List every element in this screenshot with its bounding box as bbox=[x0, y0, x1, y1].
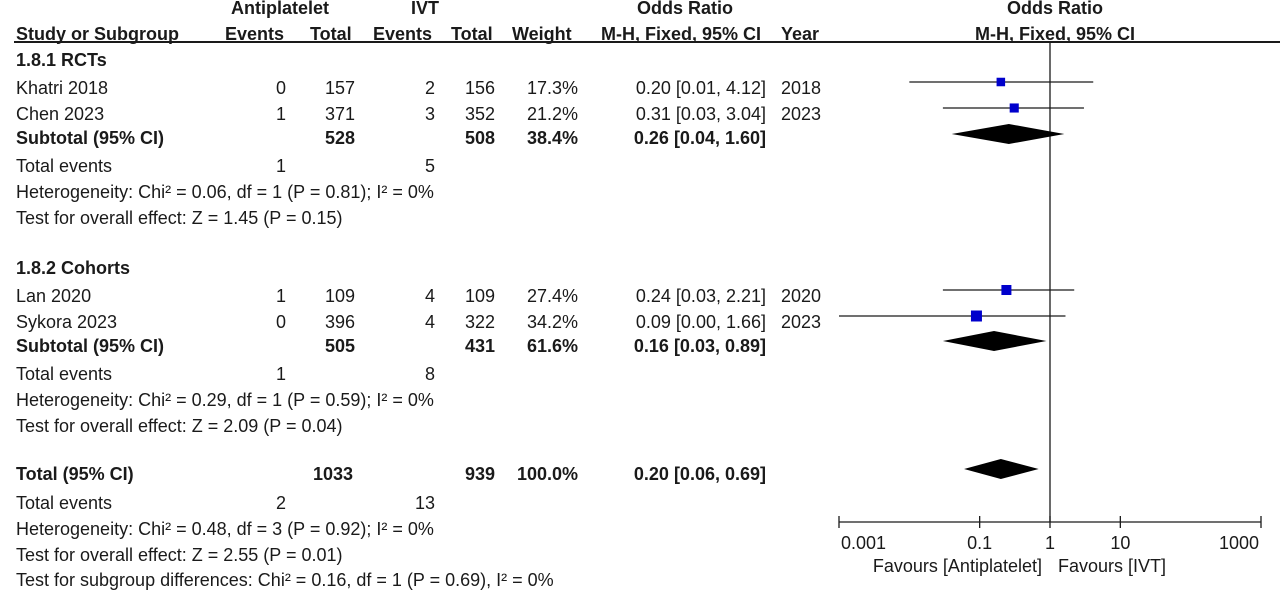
study-tot2: 322 bbox=[464, 312, 495, 332]
study-ev1: 1 bbox=[275, 286, 286, 306]
heterogeneity-text: Heterogeneity: Chi² = 0.06, df = 1 (P = … bbox=[16, 182, 434, 202]
total-tot1: 1033 bbox=[312, 464, 353, 484]
subtotal-tot2: 508 bbox=[464, 128, 495, 148]
study-ci: 0.09 [0.00, 1.66] bbox=[635, 312, 766, 332]
study-ev1: 0 bbox=[275, 78, 286, 98]
study-ev2: 3 bbox=[424, 104, 435, 124]
pooled-diamond bbox=[964, 459, 1039, 479]
study-tot1: 371 bbox=[324, 104, 355, 124]
total-heterogeneity-text: Heterogeneity: Chi² = 0.48, df = 3 (P = … bbox=[16, 519, 434, 539]
study-marker bbox=[996, 77, 1006, 87]
study-tot1: 396 bbox=[324, 312, 355, 332]
subtotal-label: Subtotal (95% CI) bbox=[16, 128, 165, 148]
events2-header: Events bbox=[373, 24, 433, 44]
subtotal-tot1: 505 bbox=[324, 336, 355, 356]
total-tot2: 939 bbox=[464, 464, 495, 484]
events1-header: Events bbox=[225, 24, 285, 44]
grand-total-events-ev1: 2 bbox=[275, 493, 286, 513]
study-year: 2023 bbox=[781, 104, 822, 124]
subtotal-weight: 38.4% bbox=[526, 128, 578, 148]
or-header: Odds Ratio bbox=[636, 0, 733, 18]
subgroup-differences-text: Test for subgroup differences: Chi² = 0.… bbox=[16, 570, 554, 590]
study-ev2: 4 bbox=[424, 312, 435, 332]
study-name: Chen 2023 bbox=[16, 104, 105, 124]
grand-total-events-label: Total events bbox=[16, 493, 113, 513]
group2-header: IVT bbox=[410, 0, 439, 18]
study-ev1: 0 bbox=[275, 312, 286, 332]
study-column-header: Study or Subgroup bbox=[16, 24, 179, 44]
grand-total-events-ev2: 13 bbox=[414, 493, 435, 513]
study-ev2: 4 bbox=[424, 286, 435, 306]
study-tot2: 352 bbox=[464, 104, 495, 124]
subtotal-tot1: 528 bbox=[324, 128, 355, 148]
total-ci: 0.20 [0.06, 0.69] bbox=[633, 464, 766, 484]
total1-header: Total bbox=[310, 24, 352, 44]
study-ci: 0.24 [0.03, 2.21] bbox=[635, 286, 766, 306]
subtotal-weight: 61.6% bbox=[526, 336, 578, 356]
favours-right-label: Favours [IVT] bbox=[1058, 556, 1166, 576]
study-weight: 21.2% bbox=[526, 104, 578, 124]
weight-header: Weight bbox=[512, 24, 572, 44]
study-name: Lan 2020 bbox=[16, 286, 92, 306]
group1-header: Antiplatelet bbox=[230, 0, 329, 18]
study-name: Khatri 2018 bbox=[16, 78, 109, 98]
plot-or-header: Odds Ratio bbox=[1006, 0, 1103, 18]
subtotal-ci: 0.16 [0.03, 0.89] bbox=[633, 336, 766, 356]
x-tick-label: 10 bbox=[1110, 533, 1130, 553]
study-ev1: 1 bbox=[275, 104, 286, 124]
x-tick-label: 0.001 bbox=[841, 533, 886, 553]
study-name: Sykora 2023 bbox=[16, 312, 118, 332]
study-ci: 0.20 [0.01, 4.12] bbox=[635, 78, 766, 98]
study-weight: 17.3% bbox=[526, 78, 578, 98]
study-marker bbox=[1009, 103, 1019, 113]
study-year: 2018 bbox=[781, 78, 822, 98]
heterogeneity-text: Heterogeneity: Chi² = 0.29, df = 1 (P = … bbox=[16, 390, 434, 410]
study-year: 2020 bbox=[781, 286, 822, 306]
x-tick-label: 0.1 bbox=[967, 533, 992, 553]
total-events-ev2: 5 bbox=[424, 156, 435, 176]
overall-effect-text: Test for overall effect: Z = 1.45 (P = 0… bbox=[16, 208, 343, 228]
study-ev2: 2 bbox=[424, 78, 435, 98]
subtotal-tot2: 431 bbox=[464, 336, 495, 356]
header-divider bbox=[14, 41, 1280, 43]
subtotal-label: Subtotal (95% CI) bbox=[16, 336, 165, 356]
pooled-diamond bbox=[951, 124, 1065, 144]
study-marker bbox=[970, 310, 982, 322]
total-events-ev2: 8 bbox=[424, 364, 435, 384]
total2-header: Total bbox=[451, 24, 493, 44]
method-header: M-H, Fixed, 95% CI bbox=[601, 24, 762, 44]
favours-left-label: Favours [Antiplatelet] bbox=[873, 556, 1042, 576]
total-label: Total (95% CI) bbox=[16, 464, 134, 484]
subtotal-ci: 0.26 [0.04, 1.60] bbox=[633, 128, 766, 148]
study-year: 2023 bbox=[781, 312, 822, 332]
study-tot1: 157 bbox=[324, 78, 355, 98]
pooled-diamond bbox=[942, 331, 1047, 351]
subgroup-title-rcts: 1.8.1 RCTs bbox=[16, 50, 107, 70]
study-tot2: 109 bbox=[464, 286, 495, 306]
study-weight: 34.2% bbox=[526, 312, 578, 332]
plot-method-header: M-H, Fixed, 95% CI bbox=[974, 24, 1136, 44]
study-tot2: 156 bbox=[464, 78, 495, 98]
study-marker bbox=[1001, 284, 1012, 296]
year-header: Year bbox=[781, 24, 820, 44]
study-weight: 27.4% bbox=[526, 286, 578, 306]
x-tick-label: 1000 bbox=[1219, 533, 1259, 553]
total-events-ev1: 1 bbox=[275, 364, 286, 384]
study-ci: 0.31 [0.03, 3.04] bbox=[635, 104, 766, 124]
overall-effect-text: Test for overall effect: Z = 2.09 (P = 0… bbox=[16, 416, 343, 436]
total-overall-effect-text: Test for overall effect: Z = 2.55 (P = 0… bbox=[16, 545, 343, 565]
total-events-label: Total events bbox=[16, 156, 113, 176]
total-events-label: Total events bbox=[16, 364, 113, 384]
total-weight: 100.0% bbox=[516, 464, 578, 484]
subgroup-title-cohorts: 1.8.2 Cohorts bbox=[16, 258, 131, 278]
study-tot1: 109 bbox=[324, 286, 355, 306]
total-events-ev1: 1 bbox=[275, 156, 286, 176]
x-tick-label: 1 bbox=[1045, 533, 1055, 553]
